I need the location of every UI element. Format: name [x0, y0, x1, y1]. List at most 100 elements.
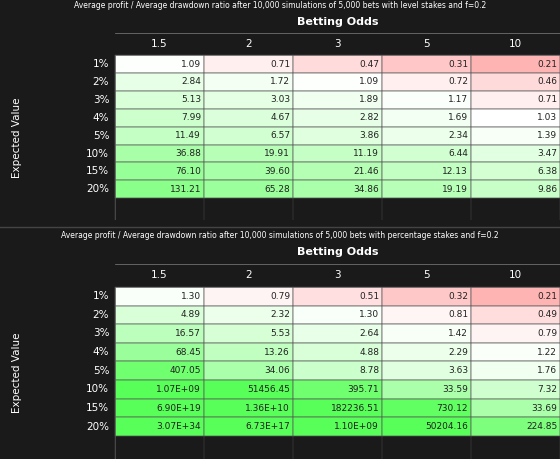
Text: 2.29: 2.29 — [449, 347, 468, 357]
FancyBboxPatch shape — [204, 162, 293, 180]
FancyBboxPatch shape — [204, 180, 293, 198]
Text: 1.36E+10: 1.36E+10 — [245, 403, 290, 413]
Text: Betting Odds: Betting Odds — [297, 247, 378, 257]
FancyBboxPatch shape — [382, 417, 471, 436]
Text: 6.57: 6.57 — [270, 131, 290, 140]
Text: 34.86: 34.86 — [353, 185, 379, 194]
FancyBboxPatch shape — [382, 287, 471, 306]
Text: 0.79: 0.79 — [270, 292, 290, 301]
FancyBboxPatch shape — [115, 324, 204, 343]
Text: 0.81: 0.81 — [448, 310, 468, 319]
FancyBboxPatch shape — [204, 109, 293, 127]
Text: 76.10: 76.10 — [175, 167, 201, 176]
Text: 395.71: 395.71 — [348, 385, 379, 394]
FancyBboxPatch shape — [471, 362, 560, 380]
Text: 13.26: 13.26 — [264, 347, 290, 357]
Text: 1.07E+09: 1.07E+09 — [156, 385, 201, 394]
Text: Average profit / Average drawdown ratio after 10,000 simulations of 5,000 bets w: Average profit / Average drawdown ratio … — [74, 1, 486, 10]
Text: 407.05: 407.05 — [170, 366, 201, 375]
Text: 20%: 20% — [86, 185, 109, 194]
Text: 36.88: 36.88 — [175, 149, 201, 158]
Text: 1.89: 1.89 — [359, 95, 379, 104]
Text: 2.64: 2.64 — [360, 329, 379, 338]
Text: 0.47: 0.47 — [359, 60, 379, 68]
FancyBboxPatch shape — [115, 109, 204, 127]
FancyBboxPatch shape — [293, 380, 382, 399]
Text: 3.47: 3.47 — [537, 149, 557, 158]
FancyBboxPatch shape — [471, 109, 560, 127]
Text: 2%: 2% — [93, 77, 109, 87]
Text: 0.71: 0.71 — [537, 95, 557, 104]
Text: 3.07E+34: 3.07E+34 — [156, 422, 201, 431]
FancyBboxPatch shape — [204, 306, 293, 324]
Text: 20%: 20% — [86, 422, 109, 432]
Text: 1.09: 1.09 — [181, 60, 201, 68]
Text: 1.17: 1.17 — [448, 95, 468, 104]
FancyBboxPatch shape — [382, 145, 471, 162]
Text: 10%: 10% — [86, 149, 109, 158]
Text: 9.86: 9.86 — [537, 185, 557, 194]
Text: 2: 2 — [245, 270, 251, 280]
Text: 3.86: 3.86 — [359, 131, 379, 140]
Text: 3: 3 — [334, 39, 340, 49]
FancyBboxPatch shape — [115, 399, 204, 417]
Text: 5.53: 5.53 — [270, 329, 290, 338]
FancyBboxPatch shape — [115, 55, 204, 73]
Text: 19.91: 19.91 — [264, 149, 290, 158]
FancyBboxPatch shape — [115, 73, 204, 91]
Text: Betting Odds: Betting Odds — [297, 17, 378, 27]
FancyBboxPatch shape — [204, 73, 293, 91]
FancyBboxPatch shape — [293, 162, 382, 180]
Text: Expected Value: Expected Value — [12, 333, 22, 413]
Text: 12.13: 12.13 — [442, 167, 468, 176]
Text: 6.73E+17: 6.73E+17 — [245, 422, 290, 431]
Text: 0.21: 0.21 — [537, 60, 557, 68]
FancyBboxPatch shape — [471, 127, 560, 145]
FancyBboxPatch shape — [115, 306, 204, 324]
Text: 10: 10 — [509, 270, 522, 280]
FancyBboxPatch shape — [293, 362, 382, 380]
FancyBboxPatch shape — [293, 180, 382, 198]
Text: 131.21: 131.21 — [170, 185, 201, 194]
Text: 50204.16: 50204.16 — [425, 422, 468, 431]
FancyBboxPatch shape — [293, 417, 382, 436]
FancyBboxPatch shape — [293, 91, 382, 109]
Text: 0.32: 0.32 — [448, 292, 468, 301]
FancyBboxPatch shape — [382, 109, 471, 127]
FancyBboxPatch shape — [204, 145, 293, 162]
Text: 5%: 5% — [93, 131, 109, 140]
FancyBboxPatch shape — [115, 180, 204, 198]
Text: 15%: 15% — [86, 403, 109, 413]
FancyBboxPatch shape — [293, 399, 382, 417]
Text: Average profit / Average drawdown ratio after 10,000 simulations of 5,000 bets w: Average profit / Average drawdown ratio … — [61, 231, 499, 240]
Text: 1.42: 1.42 — [449, 329, 468, 338]
FancyBboxPatch shape — [293, 343, 382, 362]
FancyBboxPatch shape — [471, 380, 560, 399]
Text: 33.69: 33.69 — [531, 403, 557, 413]
FancyBboxPatch shape — [471, 306, 560, 324]
FancyBboxPatch shape — [382, 73, 471, 91]
FancyBboxPatch shape — [382, 362, 471, 380]
FancyBboxPatch shape — [471, 287, 560, 306]
Text: 19.19: 19.19 — [442, 185, 468, 194]
Text: 0.49: 0.49 — [537, 310, 557, 319]
Text: 1%: 1% — [93, 59, 109, 69]
FancyBboxPatch shape — [115, 343, 204, 362]
Text: 2.34: 2.34 — [449, 131, 468, 140]
Text: 15%: 15% — [86, 167, 109, 176]
Text: 6.38: 6.38 — [537, 167, 557, 176]
FancyBboxPatch shape — [293, 145, 382, 162]
Text: 65.28: 65.28 — [264, 185, 290, 194]
Text: 4%: 4% — [93, 113, 109, 123]
Text: 7.99: 7.99 — [181, 113, 201, 122]
FancyBboxPatch shape — [204, 127, 293, 145]
Text: 1.69: 1.69 — [448, 113, 468, 122]
Text: 1.22: 1.22 — [538, 347, 557, 357]
Text: 33.59: 33.59 — [442, 385, 468, 394]
Text: 0.46: 0.46 — [537, 78, 557, 86]
Text: 4.89: 4.89 — [181, 310, 201, 319]
Text: 0.51: 0.51 — [359, 292, 379, 301]
Text: 5%: 5% — [93, 366, 109, 376]
Text: 16.57: 16.57 — [175, 329, 201, 338]
FancyBboxPatch shape — [471, 180, 560, 198]
